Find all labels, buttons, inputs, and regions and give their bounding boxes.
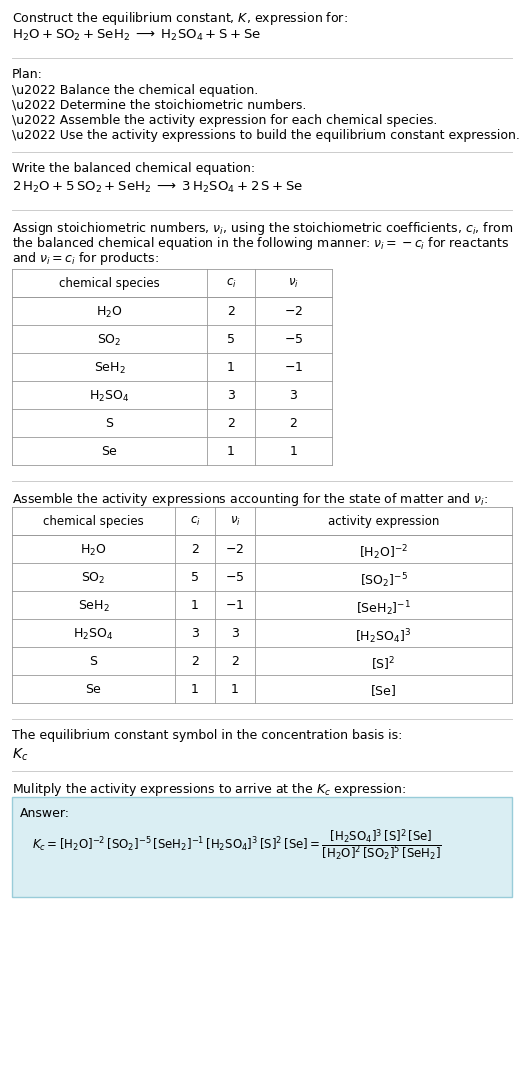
Text: 2: 2 <box>227 416 235 431</box>
Text: Plan:: Plan: <box>12 68 43 81</box>
Text: $-1$: $-1$ <box>284 361 303 374</box>
Text: 2: 2 <box>231 655 239 668</box>
Text: $-5$: $-5$ <box>225 571 245 584</box>
Text: $\mathrm{SeH_2}$: $\mathrm{SeH_2}$ <box>94 361 125 377</box>
Text: $K_c$: $K_c$ <box>12 747 28 764</box>
Text: \u2022 Balance the chemical equation.: \u2022 Balance the chemical equation. <box>12 84 258 97</box>
Text: S: S <box>90 655 97 668</box>
Text: 3: 3 <box>227 390 235 402</box>
Text: $\nu_i$: $\nu_i$ <box>230 515 241 528</box>
Text: \u2022 Determine the stoichiometric numbers.: \u2022 Determine the stoichiometric numb… <box>12 99 307 112</box>
Text: the balanced chemical equation in the following manner: $\nu_i = -c_i$ for react: the balanced chemical equation in the fo… <box>12 235 509 252</box>
Text: $\mathrm{H_2SO_4}$: $\mathrm{H_2SO_4}$ <box>73 627 114 642</box>
Text: $[\mathrm{Se}]$: $[\mathrm{Se}]$ <box>370 683 397 698</box>
Text: $[\mathrm{S}]^2$: $[\mathrm{S}]^2$ <box>372 655 396 672</box>
Text: $[\mathrm{H_2SO_4}]^3$: $[\mathrm{H_2SO_4}]^3$ <box>355 627 411 645</box>
Text: 3: 3 <box>290 390 298 402</box>
Text: 1: 1 <box>290 445 298 457</box>
Text: 3: 3 <box>231 627 239 640</box>
Text: \u2022 Use the activity expressions to build the equilibrium constant expression: \u2022 Use the activity expressions to b… <box>12 129 520 142</box>
Text: Assign stoichiometric numbers, $\nu_i$, using the stoichiometric coefficients, $: Assign stoichiometric numbers, $\nu_i$, … <box>12 220 513 237</box>
Text: $-2$: $-2$ <box>225 543 245 556</box>
Text: $-1$: $-1$ <box>225 599 245 612</box>
Text: 1: 1 <box>227 361 235 374</box>
FancyBboxPatch shape <box>12 797 512 897</box>
Text: 5: 5 <box>191 571 199 584</box>
Text: Construct the equilibrium constant, $K$, expression for:: Construct the equilibrium constant, $K$,… <box>12 10 348 27</box>
Text: 2: 2 <box>227 305 235 318</box>
Text: 2: 2 <box>290 416 298 431</box>
Text: $[\mathrm{SeH_2}]^{-1}$: $[\mathrm{SeH_2}]^{-1}$ <box>356 599 411 617</box>
Text: Se: Se <box>85 683 101 696</box>
Text: $\mathrm{H_2O}$: $\mathrm{H_2O}$ <box>80 543 107 558</box>
Text: $\mathrm{SeH_2}$: $\mathrm{SeH_2}$ <box>78 599 110 614</box>
Text: $c_i$: $c_i$ <box>190 515 200 528</box>
Text: $[\mathrm{H_2O}]^{-2}$: $[\mathrm{H_2O}]^{-2}$ <box>359 543 408 562</box>
Text: $-5$: $-5$ <box>284 333 303 346</box>
Text: $\mathrm{H_2O + SO_2 + SeH_2 \;\longrightarrow\; H_2SO_4 + S + Se}$: $\mathrm{H_2O + SO_2 + SeH_2 \;\longrigh… <box>12 28 261 43</box>
Text: $\mathrm{H_2O}$: $\mathrm{H_2O}$ <box>96 305 123 320</box>
Text: Write the balanced chemical equation:: Write the balanced chemical equation: <box>12 162 255 175</box>
Text: 5: 5 <box>227 333 235 346</box>
Text: 1: 1 <box>227 445 235 457</box>
Text: $-2$: $-2$ <box>284 305 303 318</box>
Text: and $\nu_i = c_i$ for products:: and $\nu_i = c_i$ for products: <box>12 250 159 267</box>
Text: \u2022 Assemble the activity expression for each chemical species.: \u2022 Assemble the activity expression … <box>12 114 438 127</box>
Text: $\mathrm{2\,H_2O + 5\,SO_2 + SeH_2 \;\longrightarrow\; 3\,H_2SO_4 + 2\,S + Se}$: $\mathrm{2\,H_2O + 5\,SO_2 + SeH_2 \;\lo… <box>12 180 303 195</box>
Text: $\nu_i$: $\nu_i$ <box>288 277 299 290</box>
Text: S: S <box>105 416 114 431</box>
Text: Se: Se <box>102 445 117 457</box>
Text: $\mathrm{H_2SO_4}$: $\mathrm{H_2SO_4}$ <box>89 390 129 405</box>
Text: Answer:: Answer: <box>20 807 70 820</box>
Text: 3: 3 <box>191 627 199 640</box>
Text: activity expression: activity expression <box>328 515 439 528</box>
Text: The equilibrium constant symbol in the concentration basis is:: The equilibrium constant symbol in the c… <box>12 729 402 742</box>
Text: $[\mathrm{SO_2}]^{-5}$: $[\mathrm{SO_2}]^{-5}$ <box>359 571 408 590</box>
Text: $K_c = [\mathrm{H_2O}]^{-2}\,[\mathrm{SO_2}]^{-5}\,[\mathrm{SeH_2}]^{-1}\,[\math: $K_c = [\mathrm{H_2O}]^{-2}\,[\mathrm{SO… <box>32 827 442 863</box>
Text: Mulitply the activity expressions to arrive at the $K_c$ expression:: Mulitply the activity expressions to arr… <box>12 781 406 798</box>
Text: 1: 1 <box>191 599 199 612</box>
Text: Assemble the activity expressions accounting for the state of matter and $\nu_i$: Assemble the activity expressions accoun… <box>12 491 488 508</box>
Text: $\mathrm{SO_2}$: $\mathrm{SO_2}$ <box>97 333 122 349</box>
Text: $c_i$: $c_i$ <box>226 277 236 290</box>
Text: $\mathrm{SO_2}$: $\mathrm{SO_2}$ <box>81 571 106 586</box>
Text: 2: 2 <box>191 655 199 668</box>
Text: chemical species: chemical species <box>59 277 160 290</box>
Text: chemical species: chemical species <box>43 515 144 528</box>
Text: 1: 1 <box>231 683 239 696</box>
Text: 1: 1 <box>191 683 199 696</box>
Text: 2: 2 <box>191 543 199 556</box>
